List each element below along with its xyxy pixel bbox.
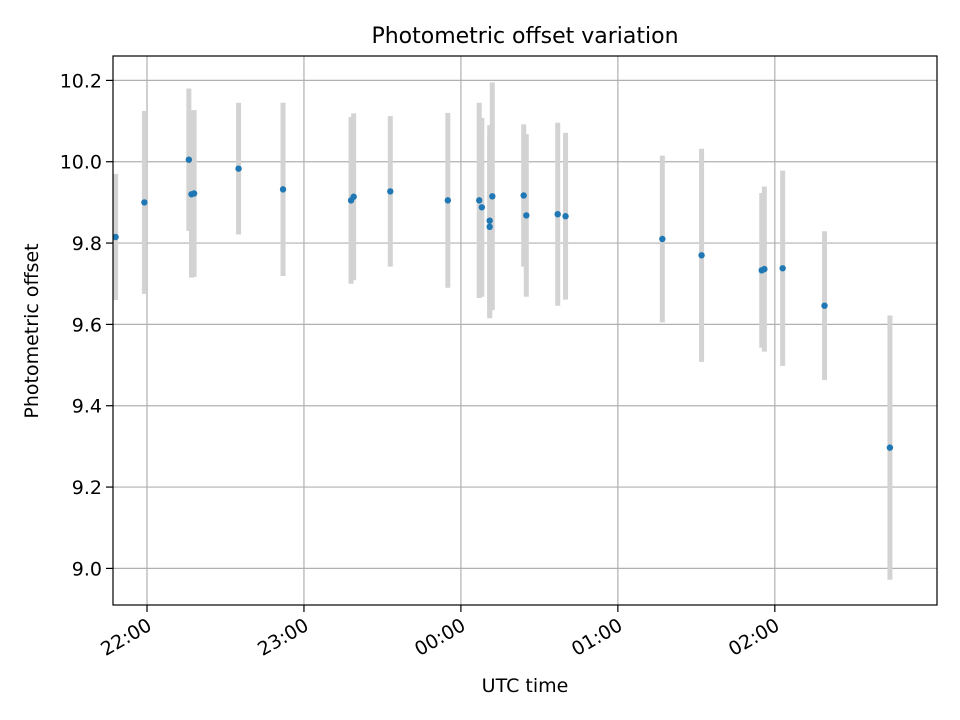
data-point [141, 199, 148, 206]
y-tick-label: 9.8 [72, 233, 102, 255]
data-point [444, 197, 452, 204]
data-point [476, 197, 483, 204]
y-tick-label: 9.2 [72, 477, 102, 499]
y-tick-label: 9.6 [72, 314, 102, 336]
x-axis-label: UTC time [482, 675, 569, 697]
data-point [478, 204, 486, 211]
data-point [554, 210, 561, 218]
data-point [761, 265, 768, 273]
data-point [659, 235, 666, 243]
data-point [279, 186, 287, 193]
data-point [779, 265, 786, 272]
data-point [486, 223, 493, 230]
data-point [520, 192, 527, 199]
data-point [235, 165, 242, 172]
data-point [350, 193, 357, 200]
plot-frame [112, 55, 938, 606]
data-point [821, 302, 828, 309]
y-tick-label: 10.2 [60, 70, 102, 92]
y-tick-label: 9.4 [72, 396, 102, 418]
chart-title: Photometric offset variation [371, 24, 678, 49]
data-point [886, 444, 894, 451]
data-point [489, 193, 496, 200]
data-point [562, 213, 569, 220]
data-point [523, 212, 530, 219]
data-point [190, 190, 198, 197]
data-point [387, 188, 394, 195]
data-point [486, 217, 493, 224]
data-point [698, 252, 705, 259]
y-axis-ticks: 9.0 9.2 9.4 9.6 9.8 10.0 10.2 [60, 70, 113, 580]
data-points [112, 156, 894, 451]
y-tick-label: 10.0 [60, 152, 102, 174]
y-tick-label: 9.0 [72, 558, 102, 580]
y-axis-label: Photometric offset [21, 243, 43, 418]
data-point [112, 233, 119, 241]
data-point [185, 156, 193, 163]
